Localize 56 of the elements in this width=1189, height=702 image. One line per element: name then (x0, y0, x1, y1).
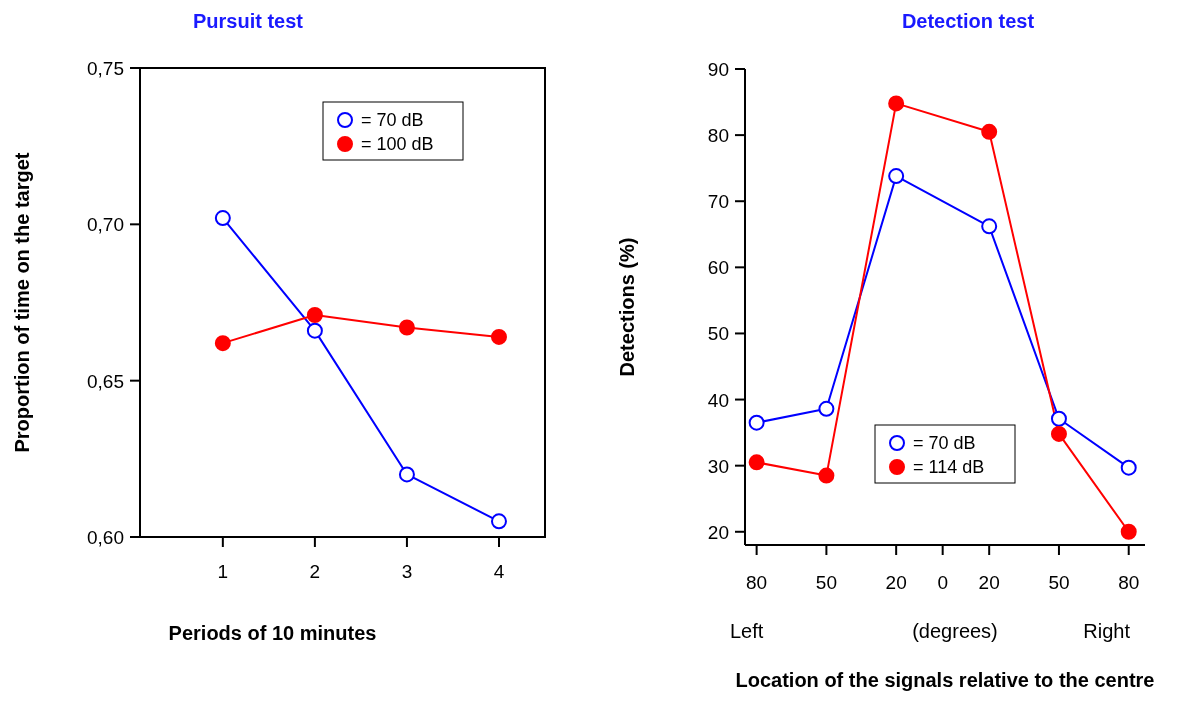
x-tick-label: 4 (493, 561, 505, 582)
y-tick-label: 20 (707, 521, 729, 543)
x-tick-label: 80 (1118, 572, 1140, 593)
legend-label: = 70 dB (361, 110, 424, 130)
point (818, 400, 835, 417)
y-tick-label: 40 (707, 389, 729, 411)
y-tick-label: 0,70 (87, 214, 124, 236)
text: (degrees) (912, 620, 998, 642)
x-tick-label: 3 (401, 561, 413, 582)
point (398, 466, 415, 483)
x-tick-label: 80 (746, 572, 768, 593)
text: Left (730, 620, 764, 642)
x-axis-title: Location of the signals relative to the centre (735, 669, 1155, 691)
point (306, 322, 323, 339)
y-axis-title: Proportion of time on the target (11, 152, 33, 453)
y-tick-label: 30 (707, 455, 729, 477)
point (1050, 410, 1067, 427)
point (981, 218, 998, 235)
legend-label: = 100 dB (361, 134, 434, 154)
legend-label: = 114 dB (913, 457, 985, 477)
point (1120, 523, 1137, 540)
x-tick-label: 2 (309, 561, 321, 582)
y-tick-label: 60 (707, 257, 729, 279)
y-tick-label: 90 (707, 59, 729, 80)
y-tick-label: 0,60 (87, 527, 124, 548)
y-tick-label: 80 (707, 125, 729, 147)
y-axis-title: Detections (%) (616, 237, 638, 377)
x-tick-label: 50 (1048, 572, 1070, 593)
x-axis-title: Periods of 10 minutes (168, 622, 377, 644)
text: Right (1083, 620, 1131, 642)
point (1120, 459, 1137, 476)
x-tick-label: 20 (978, 572, 1000, 593)
point (888, 168, 905, 185)
point (981, 123, 998, 140)
chart-title: Pursuit test (192, 10, 304, 32)
point (214, 210, 231, 227)
y-tick-label: 0,65 (87, 370, 124, 392)
point (398, 319, 415, 336)
chart-title: Detection test (901, 10, 1035, 32)
x-tick-label: 0 (937, 572, 948, 593)
x-tick-label: 50 (815, 572, 837, 593)
point (306, 307, 323, 324)
point (490, 328, 507, 345)
point (888, 95, 905, 112)
y-tick-label: 50 (707, 323, 729, 345)
y-tick-label: 0,75 (87, 58, 124, 79)
point (490, 513, 507, 530)
point (748, 414, 765, 431)
y-tick-label: 70 (707, 191, 729, 213)
point (818, 467, 835, 484)
x-tick-label: 20 (885, 572, 907, 593)
legend-label: = 70 dB (913, 433, 976, 453)
point (214, 335, 231, 352)
point (748, 454, 765, 471)
point (1050, 425, 1067, 442)
x-tick-label: 1 (217, 561, 229, 582)
